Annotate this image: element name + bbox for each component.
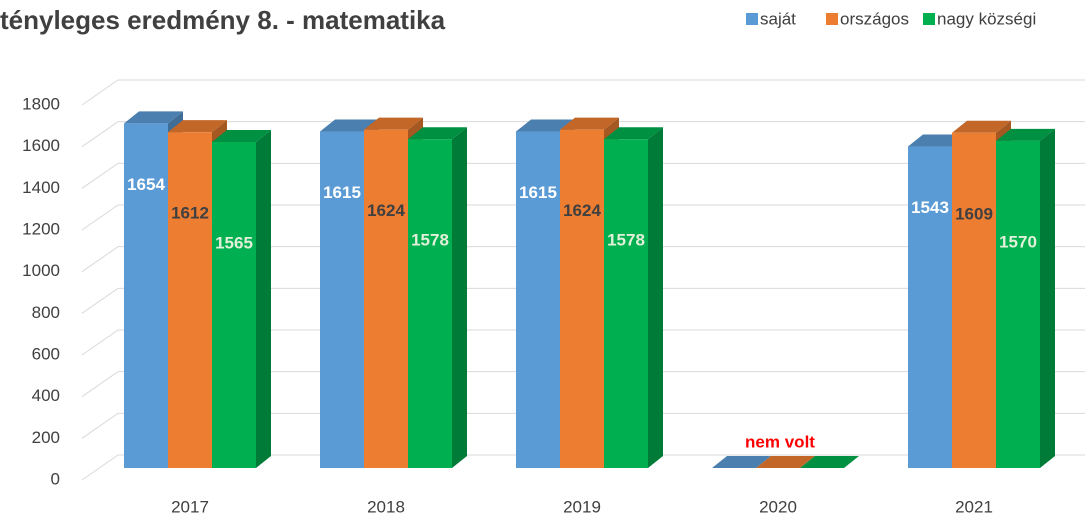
bar-front [212, 141, 256, 469]
chart-title: tényleges eredmény 8. - matematika [0, 5, 446, 35]
bar [756, 456, 815, 468]
x-tick-label: 2019 [563, 497, 601, 516]
bar-top [168, 120, 227, 133]
data-label: 1578 [411, 231, 449, 250]
x-tick-label: 2020 [759, 497, 797, 516]
bar-front [908, 146, 952, 468]
y-tick-label: 1000 [22, 261, 60, 280]
bar-top [712, 456, 771, 468]
bar-front [952, 132, 996, 468]
grid-line [81, 121, 1085, 148]
bar-front [320, 131, 364, 468]
data-label: 1565 [215, 233, 253, 252]
bar-front [408, 139, 452, 468]
bar-top [952, 120, 1011, 133]
x-tick-label: 2021 [955, 497, 993, 516]
grid-line [81, 246, 1085, 273]
data-label: 1615 [519, 183, 557, 202]
data-label: 1612 [171, 204, 209, 223]
grid-line [81, 412, 1085, 439]
bar-top [516, 119, 575, 132]
bar-front [516, 131, 560, 468]
bar-top [756, 456, 815, 468]
y-tick-label: 1800 [22, 94, 60, 113]
bar-front [560, 129, 604, 468]
bar [996, 128, 1055, 468]
bar [712, 456, 771, 468]
grid-line [81, 371, 1085, 398]
annotation: nem volt [745, 432, 815, 451]
legend-label: nagy községi [937, 9, 1036, 28]
legend-label: saját [760, 9, 796, 28]
bar-side [256, 129, 271, 469]
bar-top [604, 127, 663, 140]
y-tick-label: 1400 [22, 178, 60, 197]
bar-side [452, 127, 467, 468]
y-tick-label: 0 [51, 469, 60, 488]
x-tick-label: 2017 [171, 497, 209, 516]
y-tick-label: 1600 [22, 136, 60, 155]
bar-front [364, 129, 408, 468]
bar-front [604, 139, 648, 468]
bar-top [560, 117, 619, 130]
grid-line [81, 329, 1085, 356]
y-tick-label: 800 [32, 303, 60, 322]
bar-front [996, 140, 1040, 468]
bar-side [648, 127, 663, 468]
y-tick-label: 1200 [22, 219, 60, 238]
bar [800, 456, 859, 468]
data-label: 1624 [367, 201, 405, 220]
grid-line [81, 204, 1085, 231]
x-tick-label: 2018 [367, 497, 405, 516]
bar-top [320, 119, 379, 132]
data-label: 1615 [323, 183, 361, 202]
legend-label: országos [840, 9, 909, 28]
bar-side [1040, 128, 1055, 468]
bar [212, 129, 271, 469]
grid-line [81, 79, 1085, 106]
data-label: 1570 [999, 232, 1037, 251]
bar-top [996, 128, 1055, 141]
bar-top [212, 129, 271, 142]
bar [604, 127, 663, 468]
bar-front [124, 123, 168, 469]
y-tick-label: 200 [32, 428, 60, 447]
data-label: 1654 [127, 175, 165, 194]
bar-top [408, 127, 467, 140]
data-label: 1543 [911, 198, 949, 217]
y-tick-label: 400 [32, 386, 60, 405]
legend-swatch [923, 13, 935, 25]
data-label: 1624 [563, 201, 601, 220]
bar-top [364, 117, 423, 130]
grid-line [81, 287, 1085, 314]
bar-front [168, 132, 212, 468]
data-label: 1578 [607, 231, 645, 250]
bar-top [124, 111, 183, 124]
data-label: 1609 [955, 204, 993, 223]
y-tick-label: 600 [32, 344, 60, 363]
legend-swatch [826, 13, 838, 25]
bar [408, 127, 467, 468]
grid-line [81, 162, 1085, 189]
grid-line [81, 454, 1085, 481]
bar-top [800, 456, 859, 468]
legend-swatch [746, 13, 758, 25]
